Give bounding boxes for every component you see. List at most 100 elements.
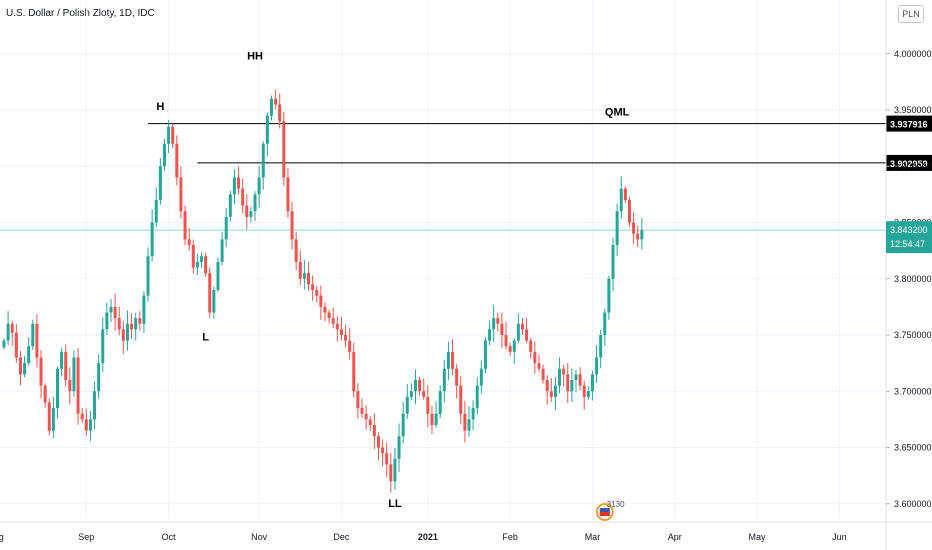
candle-body: [237, 177, 241, 189]
candle: [520, 318, 524, 335]
candle: [381, 439, 385, 467]
time-tick-label: Oct: [162, 532, 177, 542]
time-axis[interactable]: Aug Sep Oct Nov Dec 2021 Feb Mar Apr May Jun: [0, 521, 932, 542]
time-tick-label: 2021: [418, 532, 438, 542]
candle: [376, 432, 380, 461]
candle-body: [627, 200, 631, 223]
candle-body: [566, 374, 570, 392]
candle: [623, 186, 627, 203]
candle: [327, 309, 331, 324]
candle-body: [418, 380, 422, 392]
candle: [113, 293, 117, 331]
candle: [142, 291, 146, 333]
candle-body: [426, 396, 430, 414]
candle: [171, 123, 175, 149]
currency-button[interactable]: PLN: [898, 5, 924, 23]
candle: [18, 351, 22, 386]
candle: [68, 367, 72, 405]
candle-body: [323, 306, 327, 313]
candle: [39, 350, 43, 399]
candle-body: [364, 413, 368, 420]
candle: [253, 191, 257, 222]
candle-body: [541, 368, 545, 380]
candle-body: [60, 351, 64, 369]
candle: [302, 259, 306, 290]
candle: [212, 286, 216, 319]
candle: [471, 400, 475, 431]
candle: [265, 112, 269, 157]
event-badge[interactable]: 3130: [595, 500, 625, 521]
candle-body: [356, 391, 360, 409]
candle-body: [130, 323, 134, 330]
candle: [307, 261, 311, 291]
candle: [496, 312, 500, 332]
candle: [331, 307, 335, 328]
candle: [117, 306, 121, 336]
candle: [175, 135, 179, 186]
candle: [529, 337, 533, 359]
candle: [6, 311, 10, 345]
candle: [323, 302, 327, 322]
candle-body: [51, 408, 55, 431]
candle: [356, 383, 360, 419]
price-tick-label: 3.600000: [894, 499, 932, 509]
candle-body: [183, 211, 187, 240]
candle: [241, 178, 245, 214]
candle-body: [640, 230, 644, 240]
candle: [344, 324, 348, 348]
candle-body: [212, 290, 216, 313]
candle-body: [488, 329, 492, 341]
candle-body: [459, 385, 463, 414]
candle: [257, 166, 261, 208]
candle: [84, 408, 88, 436]
candle-body: [14, 332, 18, 358]
candle-body: [537, 363, 541, 369]
pattern-label: H: [156, 101, 164, 113]
candle-body: [6, 323, 10, 341]
candle: [43, 383, 47, 408]
candle-body: [72, 357, 76, 392]
price-axis[interactable]: 4.0000003.9500003.9000003.8500003.800000…: [885, 0, 932, 550]
candle-body: [117, 318, 121, 330]
pattern-label: LL: [388, 498, 402, 510]
pattern-label: QML: [605, 107, 630, 119]
candle: [549, 377, 553, 402]
candle-body: [175, 143, 179, 178]
candle: [385, 442, 389, 478]
candle-body: [142, 295, 146, 324]
pattern-label: L: [202, 332, 209, 344]
price-tick-label: 3.900000: [894, 161, 932, 171]
candle-body: [80, 413, 84, 420]
candle-body: [475, 385, 479, 409]
candle: [492, 304, 496, 343]
candle-body: [121, 329, 125, 341]
candle-body: [385, 453, 389, 465]
candle-body: [224, 216, 228, 240]
candle-body: [228, 194, 232, 217]
candle: [414, 369, 417, 405]
candle-body: [422, 391, 426, 397]
candle: [228, 190, 232, 222]
candle: [286, 167, 290, 218]
candle: [93, 381, 97, 430]
candle-body: [586, 391, 590, 397]
candle: [290, 201, 294, 250]
level-label: 3.937916: [890, 120, 928, 130]
candle: [426, 385, 430, 427]
candle: [405, 384, 409, 419]
last-price-label: 3.843200: [890, 225, 928, 235]
candle: [590, 370, 594, 401]
candle: [455, 364, 459, 399]
candle-body: [47, 402, 51, 431]
time-tick-label: Sep: [78, 532, 94, 542]
candle-body: [615, 211, 619, 245]
candle: [619, 176, 623, 219]
candle: [446, 341, 450, 381]
candle: [216, 257, 220, 293]
price-tick-label: 3.650000: [894, 443, 932, 453]
candle: [632, 212, 636, 244]
candle: [167, 120, 171, 154]
candle: [459, 376, 463, 425]
